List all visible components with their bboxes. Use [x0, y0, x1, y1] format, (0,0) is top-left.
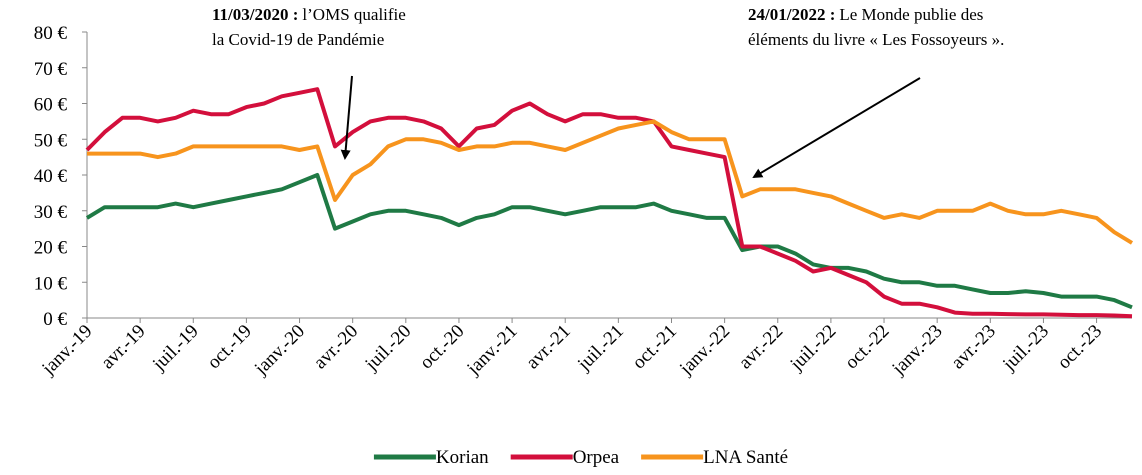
y-tick-label: 10 €	[34, 273, 68, 294]
x-tick-label: oct.-19	[203, 321, 256, 374]
x-tick-label: juil.-21	[573, 321, 628, 376]
x-tick-label: juil.-22	[786, 321, 841, 376]
x-tick-label: juil.-19	[148, 321, 203, 376]
x-tick-label: avr.-20	[310, 321, 363, 374]
annotation-date: 24/01/2022 :	[748, 5, 835, 24]
annotation-date: 11/03/2020 :	[212, 5, 298, 24]
legend-label: LNA Santé	[703, 447, 788, 468]
x-tick-label: janv.-21	[463, 321, 522, 380]
x-tick-label: janv.-22	[675, 321, 734, 380]
annotation: 24/01/2022 : Le Monde publie des	[748, 5, 983, 24]
x-tick-label: janv.-20	[250, 321, 309, 380]
x-tick-label: oct.-20	[416, 321, 469, 374]
series-line	[85, 173, 1133, 310]
series-line	[87, 119, 1134, 245]
y-tick-label: 20 €	[34, 238, 68, 259]
annotation-arrow	[752, 77, 921, 179]
y-tick-label: 40 €	[34, 166, 68, 187]
x-tick-label: oct.-21	[628, 321, 681, 374]
annotation-text: Le Monde publie des	[839, 5, 983, 24]
y-tick-label: 30 €	[34, 202, 68, 223]
x-tick-label: janv.-23	[888, 321, 947, 380]
annotation: 11/03/2020 : l’OMS qualifie	[212, 5, 406, 24]
legend-label: Orpea	[573, 447, 620, 468]
x-tick-label: oct.-22	[841, 321, 894, 374]
annotation-arrow	[340, 75, 353, 160]
x-tick-label: juil.-23	[998, 321, 1053, 376]
legend-label: Korian	[436, 447, 489, 468]
x-tick-label: avr.-19	[97, 321, 150, 374]
x-tick-label: avr.-23	[947, 321, 1000, 374]
y-tick-label: 0 €	[43, 309, 67, 330]
y-tick-label: 50 €	[34, 130, 68, 151]
x-tick-label: avr.-21	[522, 321, 575, 374]
y-tick-label: 70 €	[34, 59, 68, 80]
annotation: éléments du livre « Les Fossoyeurs ».	[748, 30, 1004, 49]
series-line	[85, 87, 1133, 319]
legend: Korian Orpea LNA Santé	[373, 447, 788, 468]
annotation-text: l’OMS qualifie	[302, 5, 405, 24]
x-tick-label: oct.-23	[1054, 321, 1107, 374]
x-tick-label: juil.-20	[361, 321, 416, 376]
x-tick-label: avr.-22	[735, 321, 788, 374]
annotation: la Covid-19 de Pandémie	[212, 30, 384, 49]
y-tick-label: 80 €	[34, 23, 68, 44]
y-tick-label: 60 €	[34, 95, 68, 116]
